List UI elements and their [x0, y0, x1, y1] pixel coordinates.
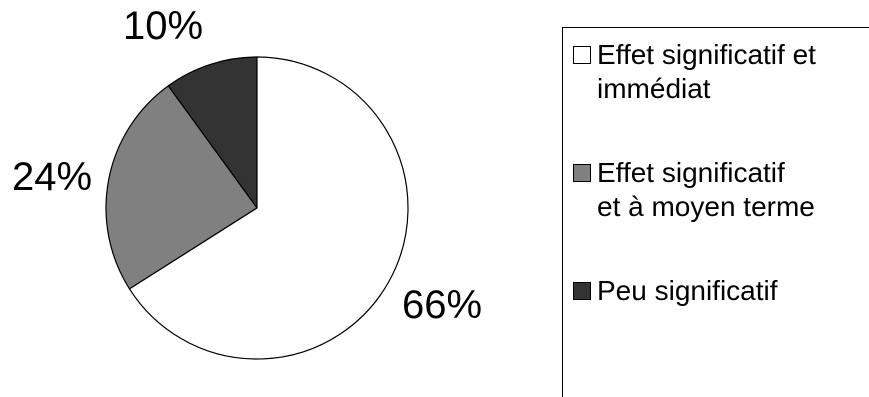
pct-label-immediat: 66% [402, 283, 482, 327]
legend-swatch-moyen-terme [573, 164, 591, 182]
pie-slices [105, 56, 409, 360]
pct-label-peu-significatif: 10% [123, 4, 203, 48]
legend-item-peu-significatif: Peu significatif [573, 274, 778, 308]
legend: Effet significatif et immédiat Effet sig… [562, 27, 869, 397]
legend-label-moyen-terme: Effet significatif et à moyen terme [597, 157, 815, 222]
legend-swatch-immediat [573, 46, 591, 64]
legend-item-moyen-terme: Effet significatif et à moyen terme [573, 156, 815, 224]
pie-slice-peu-significatif [167, 56, 258, 210]
legend-swatch-peu-significatif [573, 282, 591, 300]
legend-item-immediat: Effet significatif et immédiat [573, 38, 816, 106]
pie-slice-immediat [128, 56, 409, 360]
pct-label-moyen-terme: 24% [12, 155, 92, 199]
legend-label-immediat: Effet significatif et immédiat [597, 39, 816, 104]
legend-label-peu-significatif: Peu significatif [597, 275, 778, 306]
pie-slice-moyen-terme [105, 84, 258, 290]
pie-chart: 10% 24% 66% [12, 4, 482, 360]
